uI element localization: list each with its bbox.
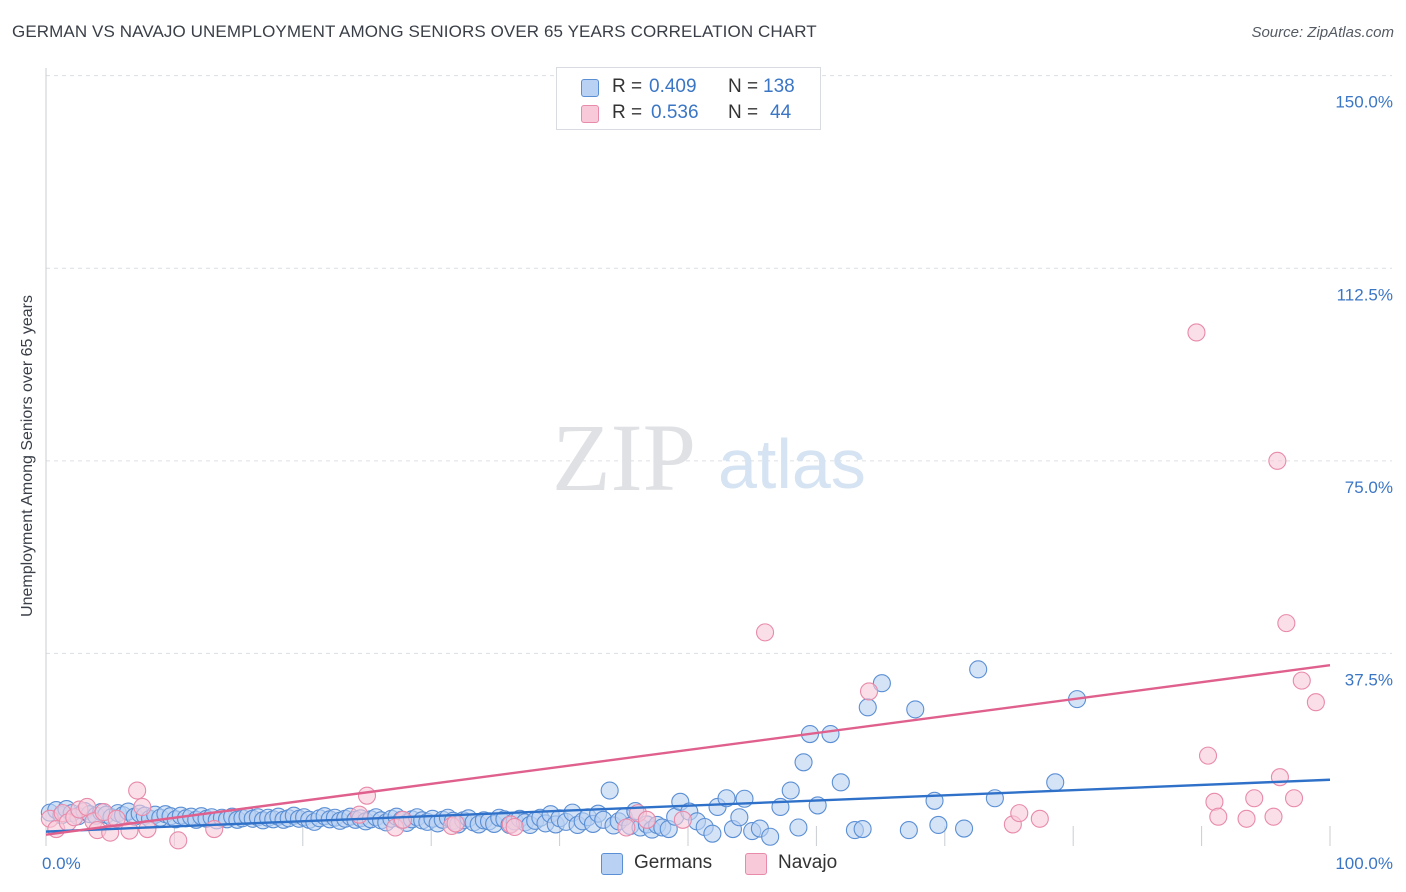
trend-layer xyxy=(45,664,1331,836)
y-tick-label-3: 150.0% xyxy=(1335,93,1393,112)
chart-title: GERMAN VS NAVAJO UNEMPLOYMENT AMONG SENI… xyxy=(12,22,817,41)
navajo-point-28 xyxy=(637,810,656,829)
watermark-zip: ZIP xyxy=(552,404,696,511)
navajo-point-47 xyxy=(1306,693,1325,712)
grid-layer xyxy=(46,75,1392,654)
navajo-point-11 xyxy=(107,809,126,828)
germans-r-label: R = xyxy=(612,76,643,97)
navajo-point-31 xyxy=(859,682,879,701)
navajo-point-30 xyxy=(755,623,775,642)
germans-r-value: 0.409 xyxy=(649,76,697,97)
navajo-point-46 xyxy=(1292,671,1311,690)
navajo-point-26 xyxy=(617,818,636,837)
german-point-107 xyxy=(600,781,619,800)
navajo-point-29 xyxy=(673,810,692,829)
navajo-point-25 xyxy=(505,817,524,837)
tick-labels: 37.5% 75.0% 112.5% 150.0% 0.0% 100.0% xyxy=(42,93,1393,873)
watermark: ZIP atlas xyxy=(552,404,866,511)
germans-legend-swatch xyxy=(601,853,623,875)
y-tick-label-2: 112.5% xyxy=(1337,285,1393,304)
watermark-atlas: atlas xyxy=(718,425,866,503)
german-point-134 xyxy=(781,781,800,800)
navajo-point-44 xyxy=(1277,614,1296,633)
navajo-point-35 xyxy=(1187,323,1206,342)
navajo-point-33 xyxy=(1010,804,1029,823)
german-point-146 xyxy=(906,700,925,719)
germans-legend-label: Germans xyxy=(634,852,713,873)
german-point-148 xyxy=(929,815,948,834)
german-point-126 xyxy=(717,789,736,808)
german-point-140 xyxy=(831,773,850,792)
navajo-r-value: 0.536 xyxy=(651,102,699,123)
navajo-point-40 xyxy=(1245,789,1264,808)
german-point-139 xyxy=(821,724,840,744)
german-point-144 xyxy=(872,674,891,693)
german-point-136 xyxy=(794,753,813,772)
navajo-point-14 xyxy=(133,797,152,817)
navajo-n-value: 44 xyxy=(770,102,792,123)
y-tick-label-1: 75.0% xyxy=(1345,478,1393,497)
german-point-150 xyxy=(969,660,988,679)
navajo-point-13 xyxy=(128,781,147,800)
german-point-143 xyxy=(858,698,877,717)
navajo-point-39 xyxy=(1237,809,1256,828)
german-trend-line xyxy=(45,778,1331,833)
navajo-point-12 xyxy=(120,821,139,840)
german-point-128 xyxy=(730,808,749,827)
german-point-135 xyxy=(789,818,808,837)
german-point-145 xyxy=(899,821,918,840)
navajo-point-38 xyxy=(1209,807,1228,826)
navajo-point-21 xyxy=(393,810,413,829)
navajo-point-36 xyxy=(1198,746,1218,765)
navajo-point-18 xyxy=(350,805,369,824)
navajo-n-label: N = xyxy=(728,102,759,123)
navajo-point-37 xyxy=(1205,792,1224,811)
correlation-legend: R = 0.409 N = 138 R = 0.536 N = 44 xyxy=(556,67,821,130)
navajo-point-19 xyxy=(357,786,377,805)
germans-n-label: N = xyxy=(728,76,759,97)
navajo-point-16 xyxy=(169,831,188,850)
germans-n-value: 138 xyxy=(763,76,795,97)
points-layer xyxy=(40,323,1325,850)
german-point-152 xyxy=(1046,773,1065,792)
navajo-point-42 xyxy=(1268,451,1287,470)
source-credit: Source: ZipAtlas.com xyxy=(1251,24,1394,41)
x-tick-label-0: 0.0% xyxy=(42,854,81,873)
navajo-legend-swatch xyxy=(745,853,767,875)
navajo-point-34 xyxy=(1030,809,1049,828)
german-point-132 xyxy=(761,827,780,846)
navajo-point-17 xyxy=(205,820,224,839)
german-point-124 xyxy=(703,824,722,843)
navajo-r-label: R = xyxy=(612,102,643,123)
germans-swatch xyxy=(581,79,599,97)
navajo-point-41 xyxy=(1264,807,1283,826)
y-axis-label: Unemployment Among Seniors over 65 years xyxy=(19,295,36,617)
navajo-trend-line xyxy=(45,664,1331,836)
navajo-legend-label: Navajo xyxy=(778,852,838,873)
navajo-swatch xyxy=(581,105,599,123)
german-point-149 xyxy=(955,819,974,838)
navajo-point-23 xyxy=(446,814,465,833)
y-tick-label-0: 37.5% xyxy=(1345,670,1393,689)
x-tick-label-1: 100.0% xyxy=(1335,854,1393,873)
german-point-142 xyxy=(853,820,872,839)
navajo-point-45 xyxy=(1284,789,1304,808)
